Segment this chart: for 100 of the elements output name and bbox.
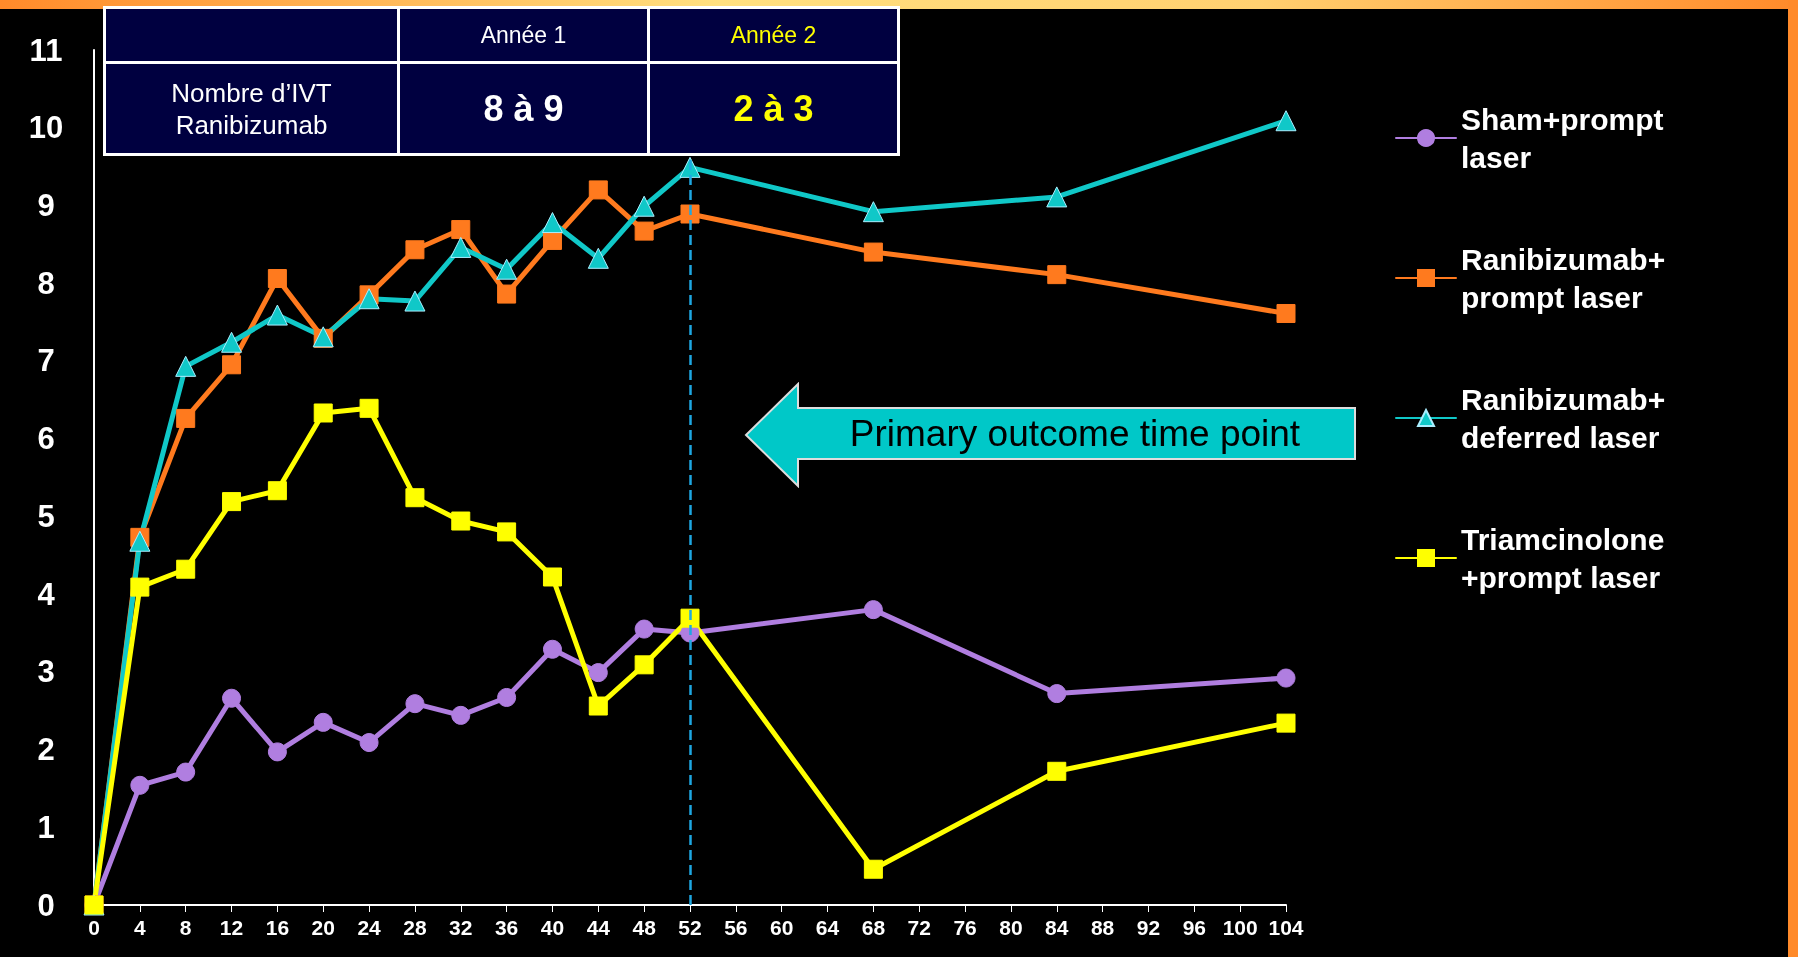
point xyxy=(176,559,196,579)
point xyxy=(405,694,425,714)
point xyxy=(266,304,288,326)
x-tick-label: 60 xyxy=(770,916,794,939)
point xyxy=(541,212,563,234)
point xyxy=(404,290,426,312)
text: Année 2 xyxy=(730,21,817,48)
point xyxy=(405,488,425,508)
x-tick-label: 92 xyxy=(1136,916,1161,939)
y-tick-label: 8 xyxy=(37,265,55,301)
legend-label: Sham+prompt laser xyxy=(1461,102,1664,174)
point xyxy=(587,247,609,269)
point xyxy=(634,619,654,639)
x-tick-label: 56 xyxy=(724,916,748,939)
point xyxy=(542,639,562,659)
x-tick-label: 8 xyxy=(179,916,192,939)
x-tick-label: 72 xyxy=(907,916,931,939)
point xyxy=(451,511,471,531)
point xyxy=(634,655,654,675)
point xyxy=(1275,110,1297,132)
x-tick-label: 104 xyxy=(1268,916,1304,939)
point xyxy=(267,269,287,289)
point xyxy=(358,288,380,310)
point xyxy=(863,242,883,262)
point xyxy=(451,705,471,725)
x-tick-label: 64 xyxy=(815,916,840,939)
y-tick-label: 10 xyxy=(28,110,64,146)
point xyxy=(451,220,471,240)
x-tick-label: 52 xyxy=(678,916,702,939)
point xyxy=(221,331,243,353)
point xyxy=(1046,186,1068,208)
x-tick-label: 48 xyxy=(632,916,657,939)
point xyxy=(176,408,196,428)
point xyxy=(267,742,287,762)
x-tick-label: 24 xyxy=(357,916,382,939)
y-tick-label: 7 xyxy=(37,343,55,379)
x-tick-label: 76 xyxy=(953,916,977,939)
point xyxy=(496,258,518,280)
legend-label: Ranibizumab+deferred laser xyxy=(1461,382,1666,454)
point xyxy=(1047,684,1067,704)
point xyxy=(359,733,379,753)
y-tick-label: 3 xyxy=(37,654,55,690)
point xyxy=(405,240,425,260)
point xyxy=(542,567,562,587)
x-tick-label: 0 xyxy=(88,916,100,939)
annotation: Nombre d’IVT Ranibizumab xyxy=(104,62,399,155)
point xyxy=(130,775,150,795)
point xyxy=(313,712,333,732)
x-tick-label: 4 xyxy=(134,916,146,939)
point xyxy=(1276,304,1296,323)
x-tick-label: 36 xyxy=(494,916,519,939)
point xyxy=(1276,668,1296,688)
point xyxy=(497,522,517,542)
y-tick-label: 11 xyxy=(29,32,63,68)
y-tick-label: 2 xyxy=(37,732,55,768)
x-tick-label: 16 xyxy=(265,916,290,939)
point xyxy=(497,284,517,304)
x-tick-label: 28 xyxy=(403,916,427,939)
point xyxy=(633,195,655,217)
y-tick-label: 6 xyxy=(37,421,55,457)
point xyxy=(588,180,608,200)
y-tick-label: 4 xyxy=(37,576,56,612)
point xyxy=(497,687,517,707)
legend-label: Ranibizumab+prompt laser xyxy=(1461,242,1666,314)
point xyxy=(222,492,242,512)
x-tick-label: 96 xyxy=(1182,916,1206,939)
point xyxy=(862,201,884,223)
point xyxy=(1276,713,1296,733)
annotation: Primary outcome time point xyxy=(848,412,1302,456)
point xyxy=(130,577,150,597)
point xyxy=(222,355,242,375)
point xyxy=(634,221,654,241)
legend-label: Triamcinolone +prompt laser xyxy=(1461,522,1665,594)
x-tick-label: 44 xyxy=(586,916,611,939)
point xyxy=(588,663,608,683)
point xyxy=(359,398,379,418)
annotation: 8 à 9 xyxy=(398,62,649,155)
x-tick-label: 88 xyxy=(1090,916,1115,939)
x-tick-label: 40 xyxy=(540,916,565,939)
x-tick-label: 20 xyxy=(311,916,335,939)
x-tick-label: 12 xyxy=(219,916,244,939)
annotation: 2 à 3 xyxy=(648,62,899,155)
point xyxy=(1047,761,1067,781)
point xyxy=(450,236,472,258)
text: Année 1 xyxy=(480,21,567,48)
point xyxy=(313,403,333,423)
x-tick-label: 84 xyxy=(1045,916,1069,939)
point xyxy=(1047,265,1067,285)
x-tick-label: 100 xyxy=(1222,916,1258,939)
y-tick-label: 9 xyxy=(37,187,55,223)
point xyxy=(863,600,883,620)
point xyxy=(588,696,608,716)
point xyxy=(176,762,196,782)
point xyxy=(863,859,883,879)
x-tick-label: 80 xyxy=(999,916,1023,939)
x-tick-label: 32 xyxy=(449,916,473,939)
x-tick-label: 68 xyxy=(861,916,886,939)
point xyxy=(267,481,287,501)
point xyxy=(175,355,197,377)
point xyxy=(222,688,242,708)
